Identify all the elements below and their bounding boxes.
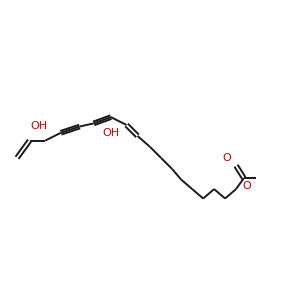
Text: OH: OH [102, 128, 119, 138]
Text: O: O [242, 181, 251, 191]
Text: O: O [223, 152, 231, 163]
Text: OH: OH [30, 121, 47, 131]
